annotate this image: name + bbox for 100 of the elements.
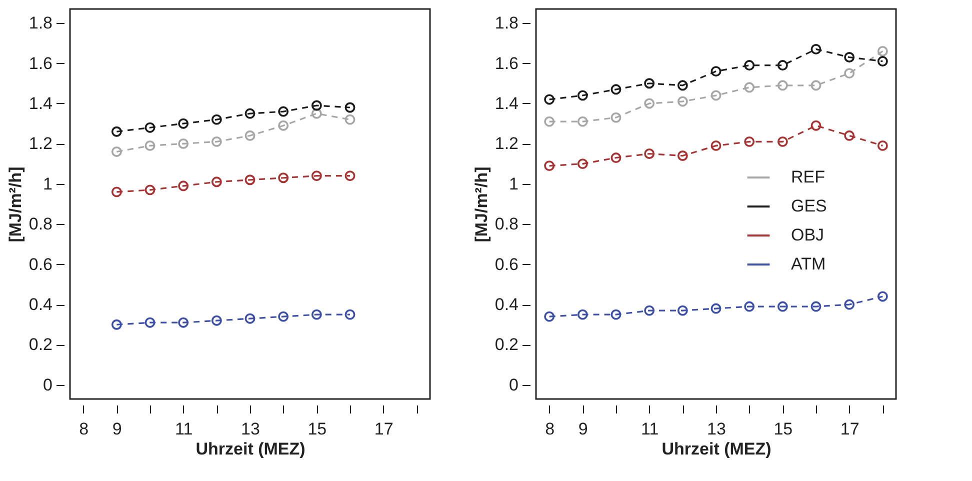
y-axis-title: [MJ/m²/h]	[472, 166, 491, 242]
point	[344, 309, 356, 320]
y-tick-label: 0	[43, 375, 52, 394]
point	[278, 311, 289, 322]
point	[644, 98, 655, 109]
point	[677, 80, 688, 91]
point	[211, 136, 222, 147]
y-tick-label: 1.2	[494, 134, 518, 154]
point	[577, 116, 588, 127]
point	[677, 150, 688, 161]
legend-label: ATM	[791, 254, 826, 274]
y-tick-label: 1.8	[28, 14, 52, 33]
point	[610, 152, 622, 163]
point	[810, 80, 822, 91]
point	[877, 56, 888, 66]
y-tick-label: 1.4	[494, 94, 518, 113]
point	[344, 102, 356, 113]
point	[144, 140, 156, 151]
point	[278, 106, 289, 117]
x-tick-label: 9	[578, 420, 588, 438]
point	[777, 60, 788, 71]
point	[544, 311, 555, 322]
point	[278, 172, 289, 184]
x-tick-label: 11	[175, 420, 193, 438]
point	[610, 112, 622, 123]
point	[744, 301, 755, 312]
point	[744, 82, 755, 93]
point	[244, 174, 256, 186]
y-tick-label: 1.6	[28, 54, 52, 73]
x-tick-label: 9	[112, 420, 122, 438]
point	[344, 114, 356, 125]
point	[244, 108, 256, 119]
point	[644, 305, 655, 316]
x-tick-label: 8	[545, 420, 555, 438]
point	[677, 305, 688, 316]
point	[544, 160, 555, 172]
y-tick-label: 0.6	[494, 254, 518, 274]
point	[544, 116, 555, 127]
point	[877, 46, 888, 56]
point	[710, 303, 722, 314]
y-axis-title: [MJ/m²/h]	[6, 166, 25, 242]
point	[244, 313, 256, 324]
point	[844, 299, 855, 310]
y-tick-label: 0.2	[28, 335, 52, 354]
point	[144, 122, 156, 133]
y-tick-label: 0.4	[494, 295, 518, 314]
point	[211, 315, 222, 326]
x-tick-label: 13	[241, 420, 260, 438]
x-tick-label: 17	[374, 420, 394, 438]
point	[111, 186, 122, 198]
legend-label: REF	[791, 168, 825, 186]
x-axis-title: Uhrzeit (MEZ)	[196, 440, 306, 458]
x-tick-label: 11	[641, 420, 659, 438]
y-tick-label: 1.6	[494, 54, 518, 73]
point	[311, 108, 322, 119]
point	[178, 180, 189, 192]
y-tick-label: 1	[43, 174, 52, 194]
point	[211, 114, 222, 125]
point	[744, 136, 755, 147]
point	[877, 140, 888, 151]
point	[777, 80, 788, 91]
point	[777, 301, 788, 312]
y-tick-label: 1.8	[494, 14, 518, 33]
y-tick-label: 0.2	[494, 335, 518, 354]
x-tick-label: 13	[707, 420, 726, 438]
point	[144, 317, 156, 328]
point	[344, 170, 356, 182]
y-tick-label: 0.4	[28, 295, 52, 314]
legend-label: OBJ	[791, 226, 824, 244]
point	[810, 120, 822, 131]
point	[644, 148, 655, 159]
x-tick-label: 8	[79, 420, 89, 438]
point	[577, 309, 588, 320]
point	[677, 96, 688, 107]
point	[244, 130, 256, 141]
point	[111, 319, 122, 330]
x-tick-label: 15	[774, 420, 793, 438]
point	[710, 90, 722, 101]
point	[577, 90, 588, 101]
point	[311, 100, 322, 111]
y-tick-label: 0.6	[28, 254, 52, 274]
point	[278, 120, 289, 131]
point	[178, 138, 189, 149]
point	[111, 146, 122, 157]
point	[111, 126, 122, 137]
point	[311, 170, 322, 182]
point	[610, 84, 622, 95]
point	[810, 44, 822, 54]
legend-label: GES	[791, 196, 827, 216]
point	[311, 309, 322, 320]
y-tick-label: 0	[509, 375, 518, 394]
point	[610, 309, 622, 320]
point	[744, 60, 755, 71]
point	[144, 184, 156, 196]
point	[710, 66, 722, 77]
point	[844, 68, 855, 79]
point	[844, 130, 855, 141]
point	[810, 301, 822, 312]
point	[877, 291, 888, 302]
point	[844, 52, 855, 62]
